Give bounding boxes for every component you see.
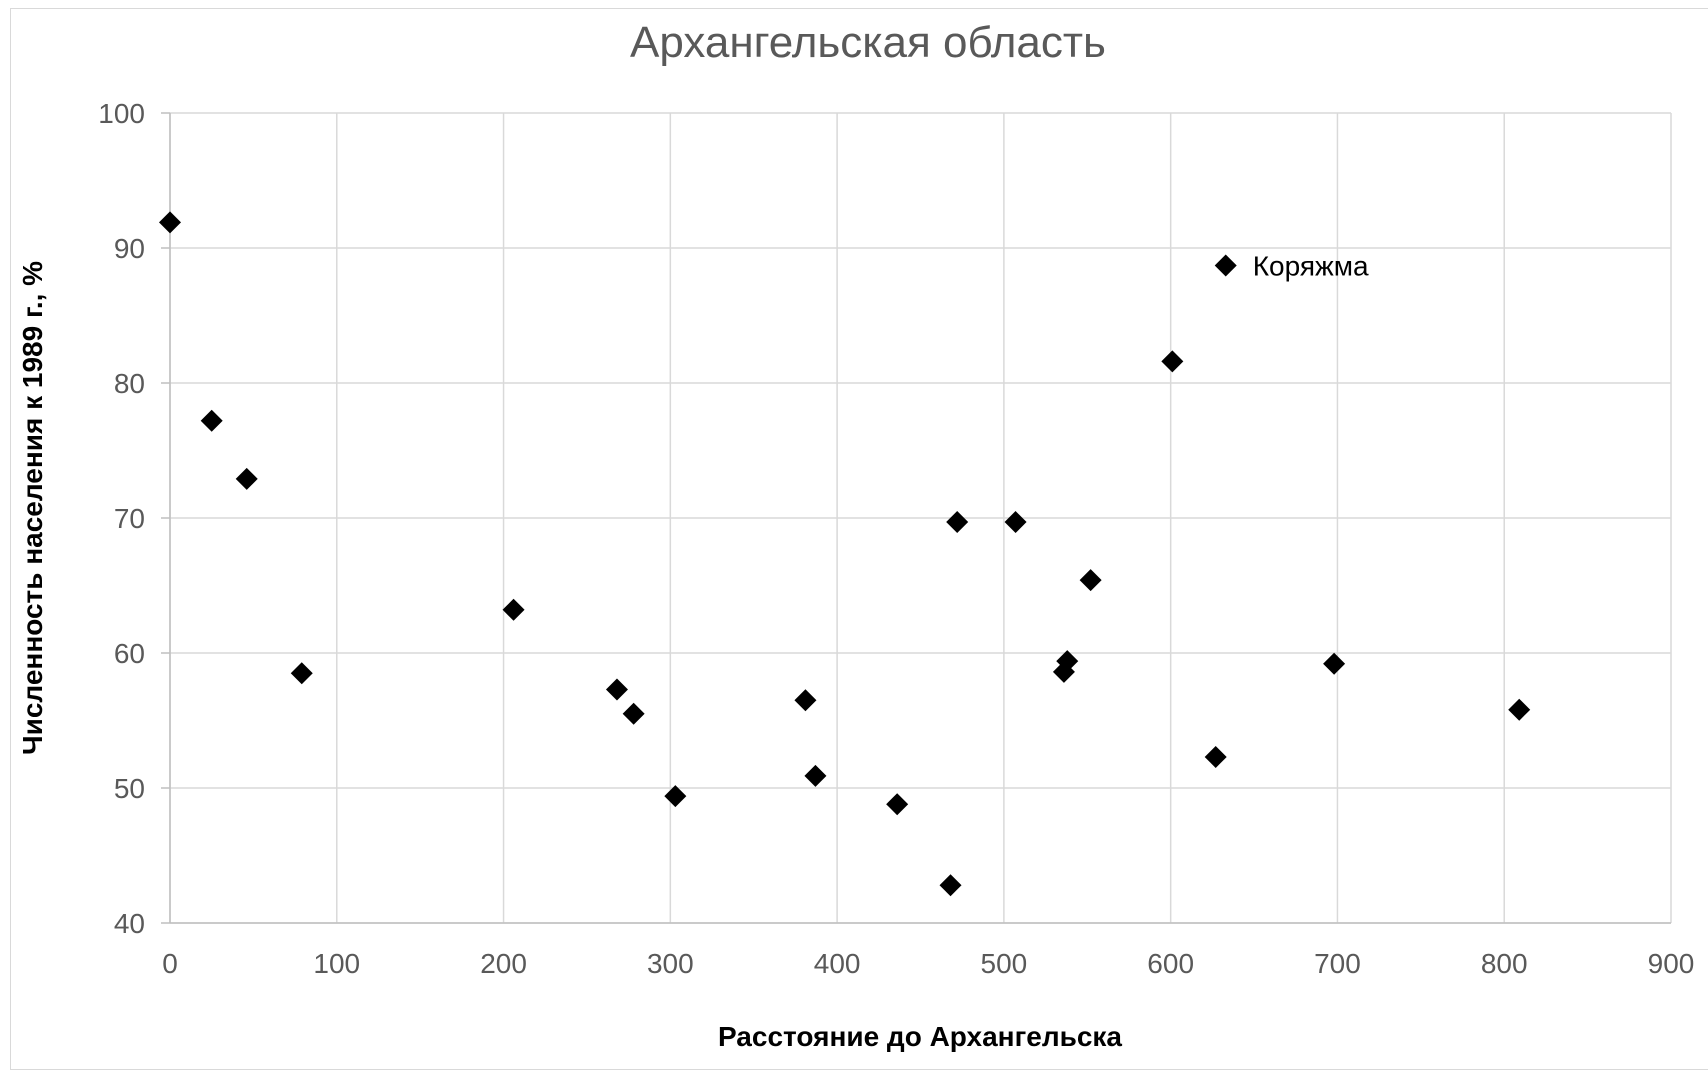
data-point-11 [939,874,962,897]
x-tick-label-4: 400 [814,948,861,979]
data-point-0 [159,211,181,234]
data-point-2 [235,467,258,490]
x-tick-label-2: 200 [480,948,527,979]
data-point-4 [502,598,525,621]
y-tick-label-2: 60 [114,638,145,669]
data-point-13 [1004,511,1027,534]
x-tick-label-0: 0 [162,948,178,979]
y-tick-label-4: 80 [114,368,145,399]
data-label-19: Коряжма [1253,251,1369,282]
data-point-20 [1323,652,1346,675]
y-tick-label-1: 50 [114,773,145,804]
grid-layer [169,112,1672,924]
data-point-10 [886,793,909,816]
data-point-3 [290,662,313,685]
data-point-6 [622,702,645,725]
chart-title: Архангельская область [630,18,1106,67]
data-point-21 [1508,698,1531,721]
x-tick-label-3: 300 [647,948,694,979]
x-tick-label-8: 800 [1481,948,1528,979]
x-tick-label-5: 500 [981,948,1028,979]
y-tick-label-6: 100 [98,98,145,129]
data-point-15 [1056,650,1079,673]
y-axis-title: Численность населения к 1989 г., % [17,261,48,755]
data-point-16 [1079,569,1102,592]
y-tick-label-3: 70 [114,503,145,534]
data-point-18 [1204,745,1227,768]
data-point-12 [946,511,969,534]
data-point-7 [664,785,687,808]
data-point-1 [200,409,223,432]
x-tick-label-6: 600 [1147,948,1194,979]
points-layer: Коряжма [159,211,1531,897]
x-tick-label-9: 900 [1648,948,1695,979]
x-tick-label-7: 700 [1314,948,1361,979]
data-point-19 [1214,254,1237,277]
y-tick-label-0: 40 [114,908,145,939]
data-point-8 [794,689,817,712]
data-point-5 [605,678,628,701]
y-tick-label-5: 90 [114,233,145,264]
axis-layer: 40 50 60 70 80 90 100 0 100 200 300 400 500 600 700 800… [98,98,1694,979]
x-tick-label-1: 100 [313,948,360,979]
data-point-17 [1161,350,1184,373]
x-axis-title: Расстояние до Архангельска [718,1021,1122,1052]
data-point-9 [804,764,827,787]
